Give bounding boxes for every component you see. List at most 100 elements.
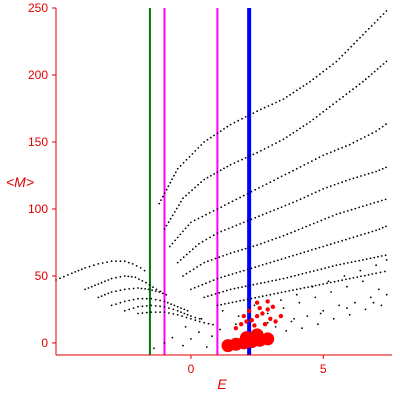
curve-8-point [381, 125, 384, 128]
curve-11-point [322, 245, 325, 248]
curve-11-point [329, 243, 332, 246]
curve-1-point [119, 275, 122, 278]
curve-12-point [256, 283, 258, 285]
red-small-point [249, 318, 254, 323]
curve-4-point [123, 309, 126, 312]
curve-9-point [311, 193, 313, 195]
curve-13-point [261, 295, 264, 298]
curve-9-point [378, 169, 381, 172]
red-large-point [240, 331, 253, 345]
curve-6-point [200, 144, 203, 146]
curve-2-point [115, 290, 117, 292]
curve-13-point [227, 302, 230, 304]
curve-8-point [345, 145, 347, 148]
curve-2-point [161, 292, 164, 295]
curve-6-point [252, 112, 255, 114]
curve-12-point [380, 255, 383, 257]
curve-4-point [137, 305, 139, 308]
curve-7-point [226, 165, 229, 168]
curve-11-point [280, 258, 283, 260]
curve-7-point [248, 155, 251, 158]
curve-7-point [322, 110, 325, 113]
curve-0-point [67, 274, 69, 276]
x-tick-label: 5 [320, 362, 327, 376]
curve-7-point [182, 197, 184, 200]
cloud-point [153, 347, 155, 350]
curve-11-point [235, 272, 238, 274]
x-axis-title: E [217, 376, 227, 392]
curve-11-point [288, 255, 291, 258]
curve-6-point [165, 188, 168, 191]
curve-1-point [123, 275, 126, 277]
curve-8-point [371, 132, 374, 135]
curve-9-point [352, 177, 355, 180]
curve-10-point [369, 203, 372, 205]
curve-3-point [150, 297, 153, 300]
curve-13-point [265, 294, 268, 297]
red-small-point [260, 311, 265, 316]
curve-10-point [354, 207, 357, 210]
red-small-point [254, 313, 260, 319]
curve-13-point [371, 273, 374, 275]
curve-12-point [331, 265, 334, 268]
curve-8-point [212, 210, 215, 212]
curve-0-point [77, 269, 80, 272]
curve-10-point [260, 242, 262, 245]
curve-7-point [275, 142, 277, 145]
curve-3-point [159, 299, 162, 302]
curve-4-point [159, 305, 162, 308]
curve-8-point [176, 236, 179, 239]
curve-6-point [163, 192, 166, 195]
curve-13-point [303, 286, 306, 289]
curve-4-point [180, 311, 182, 313]
curve-9-point [318, 189, 321, 192]
curve-7-point [385, 60, 388, 63]
curve-12-point [207, 295, 209, 298]
curve-5-point [168, 312, 170, 314]
red-large-point [250, 328, 264, 342]
curve-10-point [182, 275, 184, 277]
cloud-point [282, 307, 285, 309]
curve-7-point [382, 63, 385, 65]
curve-7-point [364, 78, 367, 81]
curve-7-point [373, 70, 376, 73]
cloud-point [354, 301, 356, 304]
curve-7-point [263, 148, 266, 150]
curve-5-point [190, 317, 192, 320]
curve-13-point [333, 280, 336, 283]
curve-12-point [237, 286, 240, 289]
curve-13-point [288, 290, 291, 292]
curve-10-point [350, 208, 353, 211]
curve-10-point [297, 228, 300, 231]
curve-6-point [244, 116, 247, 118]
curve-3-point [123, 300, 126, 303]
curve-6-point [347, 48, 350, 51]
curve-10-point [335, 213, 338, 216]
curve-9-point [322, 188, 325, 190]
curve-10-point [380, 199, 383, 202]
curve-3-point [128, 299, 131, 302]
curve-0-point [123, 260, 126, 263]
curve-11-point [261, 264, 264, 266]
cloud-point [375, 264, 377, 267]
curve-10-point [358, 206, 360, 209]
curve-11-point [375, 229, 377, 232]
curve-9-point [194, 245, 197, 248]
curve-10-point [271, 238, 274, 241]
curve-8-point [378, 127, 381, 130]
curve-7-point [312, 118, 315, 121]
curve-11-point [227, 274, 230, 277]
curve-11-point [212, 279, 215, 282]
curve-12-point [271, 280, 274, 282]
curve-13-point [322, 283, 325, 285]
cloud-point [293, 317, 295, 320]
curve-9-point [356, 176, 359, 179]
curve-10-point [290, 231, 292, 234]
curve-8-point [250, 190, 253, 193]
curve-6-point [271, 103, 274, 106]
curve-7-point [315, 116, 318, 118]
curve-8-point [201, 215, 204, 218]
curve-7-point [325, 108, 328, 111]
curve-7-point [299, 127, 301, 130]
curve-2-point [132, 287, 135, 290]
